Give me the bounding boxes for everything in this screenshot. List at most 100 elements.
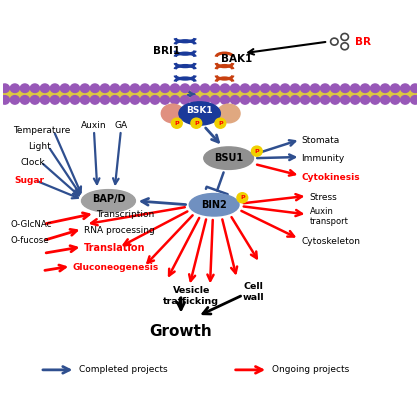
Circle shape [260,96,270,104]
Circle shape [351,96,360,104]
Circle shape [351,84,360,93]
Circle shape [360,96,370,104]
Circle shape [130,84,139,93]
Circle shape [231,84,239,93]
Circle shape [50,96,60,104]
Text: Cell
wall: Cell wall [243,282,265,302]
Circle shape [341,84,350,93]
Circle shape [331,96,340,104]
Circle shape [252,146,262,156]
Circle shape [171,96,179,104]
Circle shape [320,96,330,104]
Text: Immunity: Immunity [301,154,344,163]
Circle shape [411,96,420,104]
Circle shape [341,96,350,104]
Circle shape [121,96,129,104]
Circle shape [381,84,390,93]
Text: P: P [175,121,179,126]
Circle shape [200,96,210,104]
Circle shape [40,96,50,104]
Circle shape [301,96,310,104]
Text: O-fucose: O-fucose [10,236,49,245]
Text: Cytokinesis: Cytokinesis [301,173,360,182]
Circle shape [391,96,400,104]
Text: BR: BR [355,37,371,46]
Text: P: P [240,195,244,200]
Text: Gluconeogenesis: Gluconeogenesis [72,263,159,272]
Circle shape [190,96,200,104]
Circle shape [140,96,150,104]
Circle shape [140,84,150,93]
Circle shape [281,96,290,104]
Circle shape [370,96,380,104]
Circle shape [110,96,119,104]
Ellipse shape [161,104,184,123]
Circle shape [181,96,189,104]
Circle shape [210,96,220,104]
Text: Completed projects: Completed projects [79,365,168,374]
Circle shape [281,84,290,93]
Circle shape [220,84,230,93]
Text: Light: Light [28,142,50,151]
Circle shape [331,84,340,93]
Circle shape [0,84,9,93]
Circle shape [241,84,249,93]
Circle shape [291,84,299,93]
Circle shape [100,96,110,104]
Circle shape [30,84,39,93]
Circle shape [80,96,89,104]
Circle shape [20,84,29,93]
Text: Ongoing projects: Ongoing projects [272,365,349,374]
Circle shape [411,84,420,93]
Circle shape [301,84,310,93]
Text: BRI1: BRI1 [153,46,180,56]
Circle shape [40,84,50,93]
Circle shape [160,96,170,104]
Text: BIN2: BIN2 [201,200,227,210]
Circle shape [90,84,100,93]
Text: Transcription: Transcription [96,210,154,219]
Text: BAP/D: BAP/D [92,194,125,204]
Text: O-GlcNAc: O-GlcNAc [10,220,52,229]
Circle shape [150,96,160,104]
Circle shape [80,84,89,93]
Ellipse shape [81,190,135,212]
Text: Sugar: Sugar [14,176,45,185]
Circle shape [70,96,79,104]
Circle shape [121,84,129,93]
Circle shape [171,84,179,93]
Text: RNA processing: RNA processing [84,225,154,234]
Circle shape [310,96,320,104]
Text: GA: GA [114,121,127,130]
Ellipse shape [217,104,240,123]
Circle shape [401,84,410,93]
Circle shape [391,84,400,93]
Text: Auxin: Auxin [81,121,107,130]
Circle shape [401,96,410,104]
Circle shape [200,84,210,93]
Circle shape [191,118,202,128]
Text: Clock: Clock [20,158,45,167]
Circle shape [270,84,280,93]
Text: Translation: Translation [84,243,145,253]
Circle shape [241,96,249,104]
Text: P: P [194,121,199,126]
Circle shape [90,96,100,104]
Circle shape [291,96,299,104]
FancyBboxPatch shape [3,86,417,102]
Circle shape [10,96,19,104]
Circle shape [50,84,60,93]
Circle shape [210,84,220,93]
Circle shape [260,84,270,93]
Circle shape [160,84,170,93]
Bar [3,90,417,98]
Text: Vesicle
trafficking: Vesicle trafficking [163,286,219,306]
Circle shape [100,84,110,93]
Text: Auxin
transport: Auxin transport [310,207,348,226]
Text: Temperature: Temperature [13,126,71,136]
Circle shape [381,96,390,104]
Text: P: P [218,121,223,126]
Circle shape [250,96,260,104]
Text: BSU1: BSU1 [214,153,243,163]
Circle shape [0,96,9,104]
